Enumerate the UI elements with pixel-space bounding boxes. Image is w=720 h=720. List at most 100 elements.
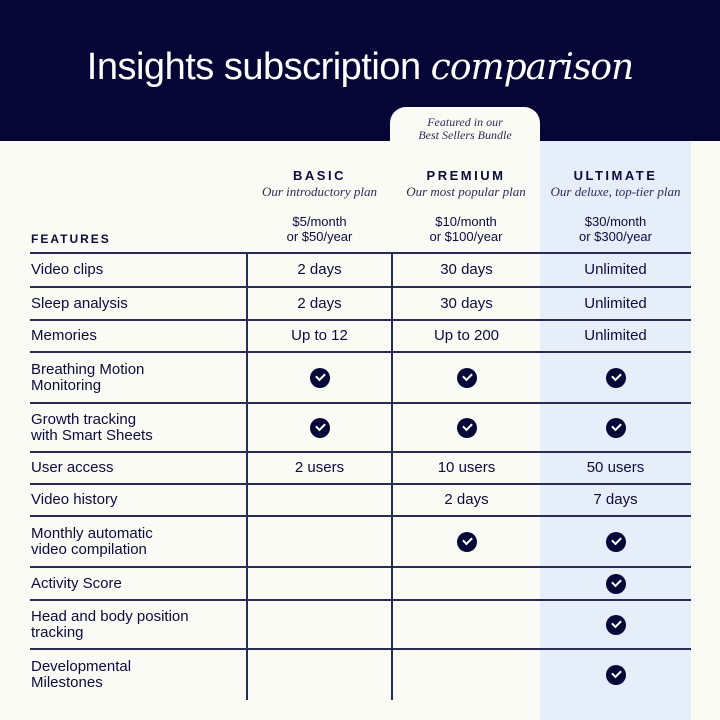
- ultimate-cell: [540, 648, 691, 700]
- feature-name-line: Head and body position: [31, 607, 189, 625]
- premium-cell: [391, 402, 540, 452]
- ultimate-cell: [540, 351, 691, 403]
- plan-price-month: $10/month: [435, 214, 497, 229]
- plan-price-year: or $300/year: [579, 229, 652, 244]
- premium-cell: 2 days: [391, 483, 540, 516]
- basic-value: 2 days: [297, 261, 342, 278]
- ultimate-value: Unlimited: [584, 294, 647, 312]
- table-row: Monthly automatic video compilation: [30, 515, 691, 567]
- feature-name-line: Video clips: [31, 261, 104, 278]
- basic-cell: 2 days: [246, 286, 392, 320]
- basic-cell: [246, 402, 392, 452]
- premium-value: 30 days: [440, 294, 493, 312]
- basic-cell: 2 days: [246, 252, 392, 287]
- plan-name: ULTIMATE: [573, 168, 658, 183]
- comparison-table: Video clips 2 days 30 days Unlimited Sleep a…: [30, 252, 691, 700]
- plan-subtitle: Our most popular plan: [406, 184, 526, 199]
- premium-cell: [391, 599, 540, 649]
- ultimate-value: Unlimited: [584, 261, 647, 278]
- feature-name-line: Memories: [31, 327, 97, 344]
- feature-name-line: User access: [31, 459, 114, 476]
- ultimate-cell: Unlimited: [540, 286, 691, 320]
- ultimate-value: 7 days: [593, 491, 638, 508]
- featured-line2: Best Sellers Bundle: [418, 128, 512, 142]
- premium-cell: [391, 515, 540, 567]
- premium-value: 2 days: [444, 491, 489, 508]
- check-circle-icon: [605, 531, 626, 552]
- featured-tab: Featured in our Best Sellers Bundle: [390, 107, 540, 143]
- feature-name-line: Monthly automatic: [31, 524, 153, 542]
- feature-name-line: video compilation: [31, 540, 147, 558]
- basic-cell: [246, 599, 392, 649]
- page-title: Insights subscription comparison: [0, 46, 720, 89]
- basic-cell: [246, 515, 392, 567]
- check-circle-icon: [605, 417, 626, 438]
- feature-name-line: Monitoring: [31, 376, 102, 394]
- featured-line1: Featured in our: [427, 115, 503, 129]
- plan-ultimate-header: ULTIMATE Our deluxe, top-tier plan $30/m…: [540, 168, 691, 244]
- feature-name-line: Milestones: [31, 674, 103, 691]
- feature-name: Developmental Milestones: [30, 648, 247, 700]
- premium-value: 30 days: [440, 261, 493, 278]
- feature-name: Breathing Motion Monitoring: [30, 351, 247, 403]
- premium-cell: 30 days: [391, 252, 540, 287]
- feature-name-line: Video history: [31, 491, 118, 508]
- table-row: Developmental Milestones: [30, 648, 691, 700]
- check-circle-icon: [605, 614, 626, 635]
- feature-name-line: with Smart Sheets: [31, 426, 153, 444]
- plan-subtitle: Our introductory plan: [261, 184, 378, 199]
- plan-premium-header: PREMIUM Our most popular plan $10/month o…: [392, 168, 540, 244]
- feature-name: Monthly automatic video compilation: [30, 515, 247, 567]
- feature-name-line: Breathing Motion: [31, 360, 145, 378]
- feature-name: Video history: [30, 483, 247, 516]
- ultimate-cell: 50 users: [540, 451, 691, 484]
- feature-name-line: tracking: [31, 623, 84, 641]
- feature-name: Growth tracking with Smart Sheets: [30, 402, 247, 452]
- table-row: Breathing Motion Monitoring: [30, 351, 691, 403]
- feature-name-line: Developmental: [31, 658, 132, 675]
- check-circle-icon: [309, 367, 330, 388]
- plan-basic-header: BASIC Our introductory plan $5/month or $…: [247, 168, 392, 244]
- ultimate-value: Unlimited: [584, 327, 647, 344]
- check-circle-icon: [605, 367, 626, 388]
- feature-name-line: Sleep analysis: [31, 294, 128, 312]
- header-banner: Insights subscription comparison: [0, 0, 720, 141]
- plan-price-month: $30/month: [584, 214, 647, 229]
- feature-name: Video clips: [30, 252, 247, 287]
- check-circle-icon: [605, 573, 626, 594]
- feature-name: Head and body position tracking: [30, 599, 247, 649]
- title-main: Insights subscription: [86, 46, 421, 88]
- basic-cell: [246, 648, 392, 700]
- premium-cell: [391, 566, 540, 600]
- plan-price-year: or $50/year: [286, 229, 353, 244]
- basic-cell: [246, 351, 392, 403]
- plan-price-year: or $100/year: [429, 229, 503, 244]
- table-row: Activity Score: [30, 566, 691, 600]
- feature-name: Memories: [30, 319, 247, 352]
- table-row: Memories Up to 12 Up to 200 Unlimited: [30, 319, 691, 352]
- basic-cell: [246, 566, 392, 600]
- ultimate-cell: [540, 599, 691, 649]
- title-italic: comparison: [430, 47, 635, 88]
- plan-name: PREMIUM: [426, 168, 506, 183]
- ultimate-cell: Unlimited: [540, 252, 691, 287]
- ultimate-cell: [540, 402, 691, 452]
- check-circle-icon: [456, 531, 477, 552]
- table-row: Head and body position tracking: [30, 599, 691, 649]
- ultimate-cell: [540, 566, 691, 600]
- premium-cell: Up to 200: [391, 319, 540, 352]
- plan-name: BASIC: [293, 168, 346, 183]
- ultimate-cell: Unlimited: [540, 319, 691, 352]
- table-row: Sleep analysis 2 days 30 days Unlimited: [30, 286, 691, 320]
- feature-name-line: Activity Score: [31, 574, 122, 592]
- basic-value: 2 days: [297, 294, 342, 312]
- check-circle-icon: [605, 665, 626, 685]
- features-column-label: FEATURES: [31, 232, 111, 246]
- plan-price-month: $5/month: [292, 214, 347, 229]
- feature-name: Activity Score: [30, 566, 247, 600]
- table-row: Growth tracking with Smart Sheets: [30, 402, 691, 452]
- basic-value: Up to 12: [291, 327, 348, 344]
- ultimate-cell: [540, 515, 691, 567]
- premium-value: 10 users: [437, 459, 496, 476]
- premium-cell: 30 days: [391, 286, 540, 320]
